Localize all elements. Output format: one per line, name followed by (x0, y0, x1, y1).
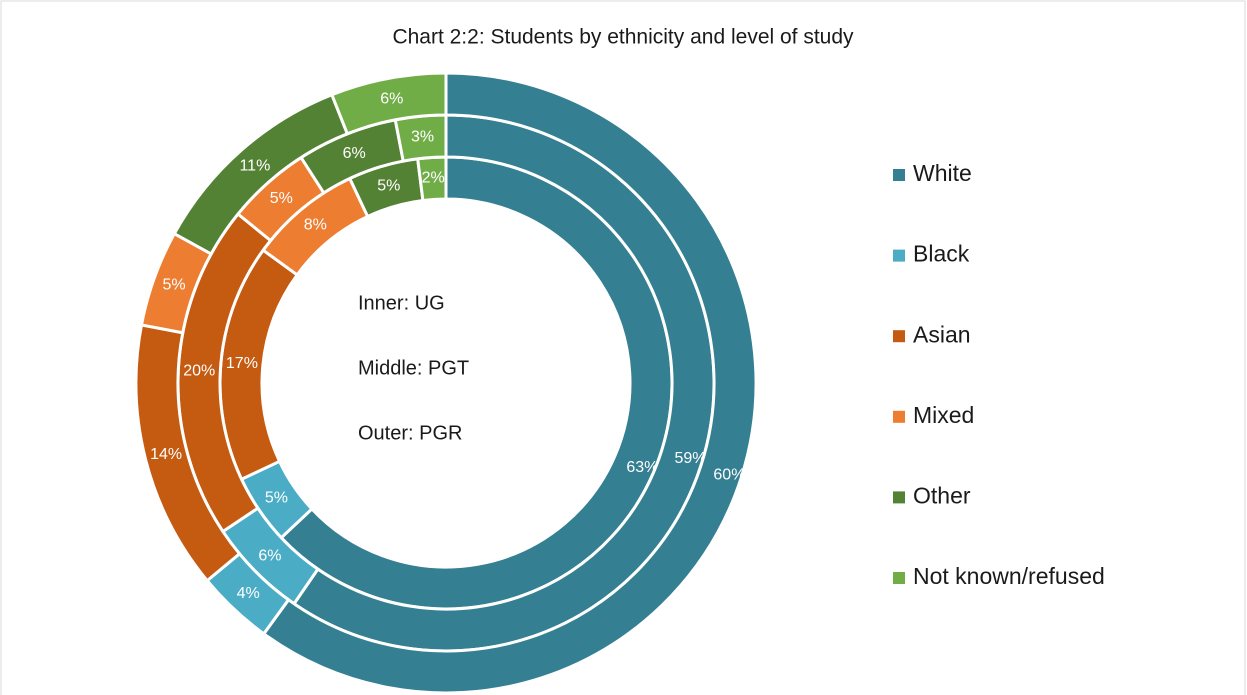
legend-label: Mixed (913, 402, 974, 428)
legend-swatch (893, 249, 905, 262)
data-label: 8% (304, 216, 327, 233)
legend-label: Other (913, 482, 971, 508)
legend-swatch (893, 491, 905, 504)
legend-swatch (893, 169, 905, 181)
legend-label: Asian (913, 321, 971, 347)
data-label: 5% (265, 489, 288, 506)
data-label: 2% (422, 170, 445, 187)
legend-swatch (893, 330, 905, 343)
data-label: 5% (270, 190, 293, 207)
legend-label: Black (913, 241, 970, 267)
data-label: 6% (258, 547, 281, 564)
data-label: 17% (226, 355, 258, 372)
data-label: 6% (343, 145, 366, 162)
legend-swatch (893, 410, 905, 423)
data-label: 5% (163, 276, 186, 293)
ring-label: Inner: UG (358, 292, 445, 314)
legend-swatch (893, 572, 905, 584)
data-label: 4% (237, 585, 260, 602)
legend-label: Not known/refused (913, 563, 1105, 589)
legend-label: White (913, 160, 972, 186)
ring-label: Outer: PGR (358, 422, 462, 444)
donut-segment (329, 71, 448, 136)
data-label: 5% (377, 177, 400, 194)
chart-title: Chart 2:2: Students by ethnicity and lev… (392, 26, 854, 49)
ring-label: Middle: PGT (358, 357, 469, 379)
data-label: 60% (713, 466, 745, 483)
data-label: 14% (150, 446, 182, 463)
data-label: 3% (411, 128, 434, 145)
data-label: 6% (380, 90, 403, 107)
data-label: 63% (626, 459, 658, 476)
data-label: 59% (674, 450, 706, 467)
data-label: 20% (183, 362, 215, 379)
donut-segment (261, 71, 758, 695)
data-label: 11% (239, 157, 270, 174)
